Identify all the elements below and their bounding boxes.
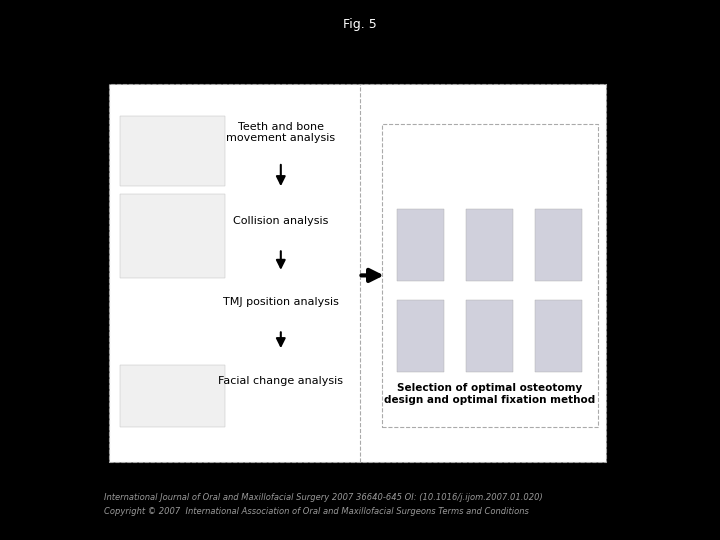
Bar bbox=[397, 300, 444, 372]
Text: Copyright © 2007  International Association of Oral and Maxillofacial Surgeons T: Copyright © 2007 International Associati… bbox=[104, 507, 529, 516]
Bar bbox=[535, 209, 582, 281]
Text: International Journal of Oral and Maxillofacial Surgery 2007 36640-645 OI: (10.1: International Journal of Oral and Maxill… bbox=[104, 494, 543, 502]
Bar bbox=[120, 116, 225, 186]
Text: Fig. 5: Fig. 5 bbox=[343, 18, 377, 31]
Bar bbox=[109, 84, 606, 462]
Bar bbox=[466, 300, 513, 372]
Bar bbox=[397, 209, 444, 281]
Bar bbox=[120, 194, 225, 278]
Bar bbox=[120, 364, 225, 427]
Bar bbox=[466, 209, 513, 281]
Bar bbox=[535, 300, 582, 372]
Text: Facial change analysis: Facial change analysis bbox=[218, 376, 343, 386]
Text: Collision analysis: Collision analysis bbox=[233, 217, 328, 226]
Text: TMJ position analysis: TMJ position analysis bbox=[223, 298, 338, 307]
Bar bbox=[382, 124, 598, 427]
Text: Teeth and bone
movement analysis: Teeth and bone movement analysis bbox=[226, 122, 336, 143]
Text: Selection of optimal osteotomy
design and optimal fixation method: Selection of optimal osteotomy design an… bbox=[384, 383, 595, 405]
